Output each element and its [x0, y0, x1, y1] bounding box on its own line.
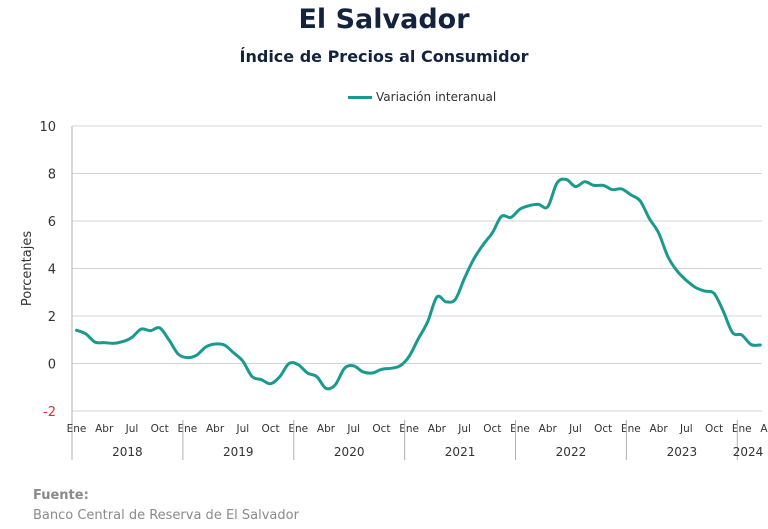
x-tick-label: Jul [568, 423, 582, 435]
x-tick-label: Jul [457, 423, 471, 435]
x-tick-label: Jul [125, 423, 139, 435]
year-label: 2024 [733, 445, 764, 459]
legend-label: Variación interanual [376, 90, 497, 104]
y-tick-label: -2 [43, 405, 56, 420]
x-tick-label: Oct [483, 423, 501, 435]
y-tick-label: 2 [48, 310, 56, 325]
x-tick-label: Abr [428, 423, 447, 435]
y-tick-label: 10 [39, 120, 56, 135]
y-tick-label: 0 [48, 358, 56, 373]
x-tick-label: Ene [178, 423, 198, 435]
x-tick-label: Ene [288, 423, 308, 435]
x-tick-label: Abr [539, 423, 558, 435]
y-tick-label: 6 [48, 215, 56, 230]
x-tick-label: Oct [372, 423, 390, 435]
x-tick-label: Jul [679, 423, 693, 435]
x-tick-label: Jul [235, 423, 249, 435]
year-label: 2023 [667, 445, 698, 459]
x-tick-label: Ene [510, 423, 530, 435]
source-value: Banco Central de Reserva de El Salvador [33, 508, 299, 523]
year-label: 2019 [223, 445, 254, 459]
year-label: 2022 [556, 445, 587, 459]
year-label: 2018 [112, 445, 143, 459]
y-tick-label: 4 [48, 263, 56, 278]
x-tick-label: Ene [399, 423, 419, 435]
x-tick-label: Abr [650, 423, 669, 435]
chart-title: El Salvador [298, 4, 470, 35]
x-tick-label: Ene [67, 423, 87, 435]
x-tick-label: Abr [317, 423, 336, 435]
x-tick-label: Oct [705, 423, 723, 435]
x-tick-label: Oct [594, 423, 612, 435]
x-tick-label: Ene [621, 423, 641, 435]
y-axis-title: Porcentajes [20, 231, 35, 306]
x-tick-label: Oct [151, 423, 169, 435]
chart-subtitle: Índice de Precios al Consumidor [239, 47, 529, 66]
legend-swatch [348, 95, 372, 99]
x-tick-label: Abr [206, 423, 225, 435]
series-line [75, 177, 762, 391]
y-tick-label: 8 [48, 168, 56, 183]
chart-legend: Variación interanual [348, 90, 496, 104]
year-label: 2021 [445, 445, 476, 459]
x-tick-label: Abr [760, 423, 768, 435]
x-tick-label: Ene [732, 423, 752, 435]
x-tick-label: Jul [346, 423, 360, 435]
source-label: Fuente: [33, 488, 89, 503]
line-chart: -2 0 2 4 6 8 10 Porcentajes Ene Abr Jul Oct Ene Abr Ju… [20, 120, 768, 460]
x-tick-label: Abr [95, 423, 114, 435]
year-label: 2020 [334, 445, 365, 459]
x-tick-label: Oct [261, 423, 279, 435]
